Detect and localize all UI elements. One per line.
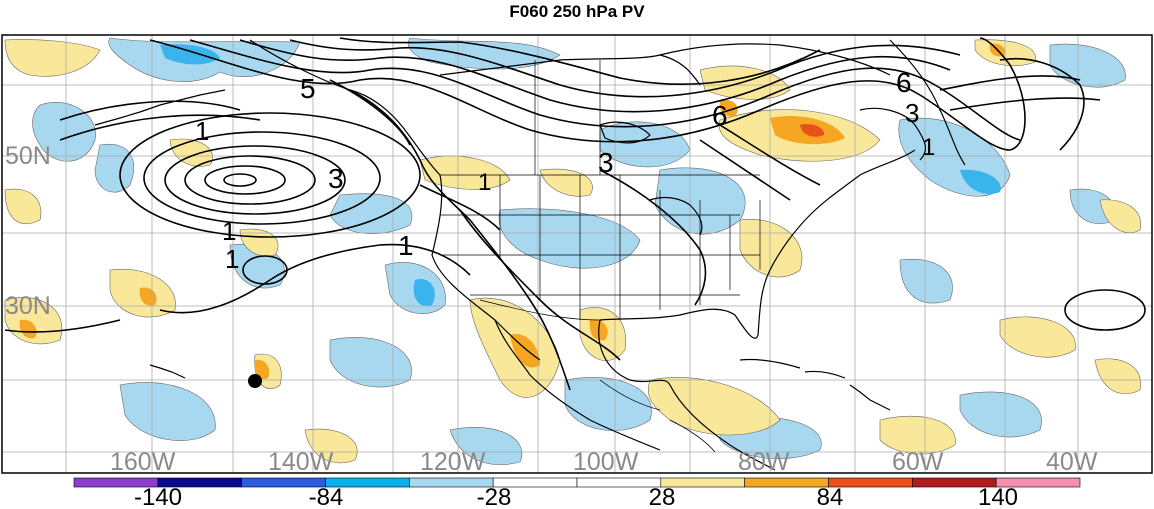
contour-label-1: 1 <box>225 244 239 274</box>
lon-label-80w: 80W <box>738 448 790 476</box>
map-title: F060 250 hPa PV <box>509 2 645 21</box>
latitude-labels: 50N 30N <box>5 142 51 320</box>
contour-label-1: 1 <box>922 134 935 161</box>
map-frame <box>1 34 1153 474</box>
lat-label-50n: 50N <box>5 142 51 170</box>
contour-label-5: 5 <box>300 73 316 104</box>
colorbar-label-84: 84 <box>817 484 844 509</box>
lon-label-100w: 100W <box>573 448 639 476</box>
contour-label-1: 1 <box>478 169 491 196</box>
lon-label-120w: 120W <box>420 448 486 476</box>
contour-label-1: 1 <box>195 116 209 146</box>
colorbar-label-140: 140 <box>978 484 1018 509</box>
lon-label-160w: 160W <box>110 448 176 476</box>
strong-negative-patches <box>160 44 1001 307</box>
longitude-labels: 160W 140W 120W 100W 80W 60W 40W <box>110 448 1098 476</box>
location-marker <box>248 374 262 388</box>
pv-contours <box>4 37 1146 391</box>
extreme-positive-patch <box>800 124 825 137</box>
colorbar-label-neg84: -84 <box>309 484 344 509</box>
contour-value-labels: 5 1 3 1 1 1 3 1 6 6 3 1 <box>195 67 935 274</box>
colorbar-label-neg28: -28 <box>477 484 512 509</box>
colorbar-label-neg140: -140 <box>134 484 182 509</box>
contour-label-3: 3 <box>328 163 344 194</box>
colorbar-labels: -140 -84 -28 28 84 140 <box>134 484 1018 509</box>
lon-label-60w: 60W <box>892 448 944 476</box>
lat-label-30n: 30N <box>5 292 51 320</box>
pv-anomaly-fills <box>4 37 1142 465</box>
lon-label-40w: 40W <box>1046 448 1098 476</box>
colorbar-swatch <box>995 477 1081 488</box>
lat-lon-grid <box>2 35 1152 473</box>
contour-label-3: 3 <box>598 147 614 178</box>
contour-label-3: 3 <box>905 98 919 128</box>
contour-label-6: 6 <box>712 100 728 131</box>
contour-label-1: 1 <box>398 230 414 261</box>
contour-label-6: 6 <box>896 67 912 98</box>
colorbar-label-28: 28 <box>649 484 676 509</box>
contour-label-1: 1 <box>222 216 236 246</box>
colorbar <box>73 477 1081 488</box>
political-borders <box>440 60 761 453</box>
lon-label-140w: 140W <box>268 448 334 476</box>
